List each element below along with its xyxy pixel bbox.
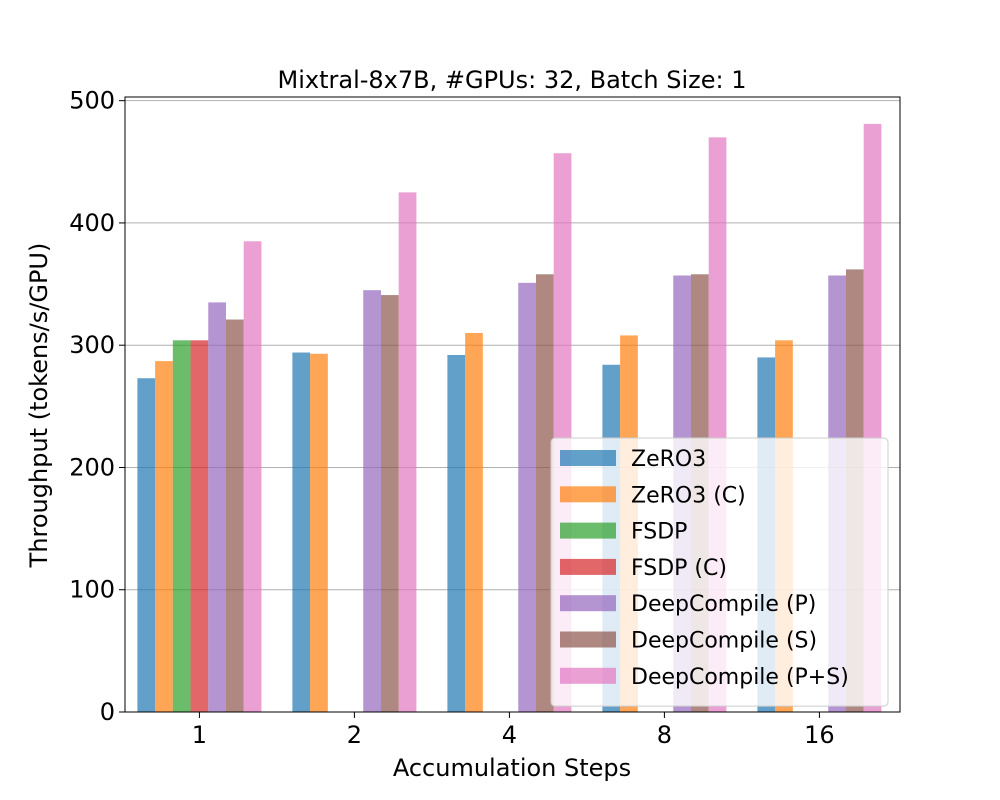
x-axis-title: Accumulation Steps <box>393 754 631 782</box>
legend-label: FSDP (C) <box>631 556 727 581</box>
x-tick-label: 16 <box>804 721 835 749</box>
bar-deepcompile-p-1 <box>208 302 226 712</box>
legend-label: ZeRO3 (C) <box>631 483 746 508</box>
bar-deepcompile-p-s-1 <box>243 241 262 712</box>
legend-label: FSDP <box>631 520 687 545</box>
legend-label: DeepCompile (P) <box>631 592 816 617</box>
legend-label: DeepCompile (S) <box>631 629 817 654</box>
legend-swatch <box>560 595 616 612</box>
x-tick-label: 8 <box>657 721 672 749</box>
legend-swatch <box>560 450 616 466</box>
bar-deepcompile-s-2 <box>380 295 399 712</box>
bar-zero3-1 <box>137 378 156 712</box>
x-tick-label: 1 <box>192 721 207 749</box>
bar-zero3-c-1 <box>155 361 173 712</box>
bar-deepcompile-s-1 <box>225 319 244 712</box>
chart-title: Mixtral-8x7B, #GPUs: 32, Batch Size: 1 <box>278 66 747 94</box>
bar-fsdp-c-1 <box>190 340 209 712</box>
legend-label: DeepCompile (P+S) <box>631 665 849 690</box>
y-tick-label: 200 <box>69 453 115 481</box>
legend-swatch <box>560 631 616 648</box>
bar-fsdp-1 <box>172 340 191 712</box>
legend-swatch <box>560 486 616 503</box>
bar-zero3-4 <box>447 354 466 712</box>
bar-deepcompile-s-4 <box>535 274 554 712</box>
bar-deepcompile-p-2 <box>363 290 381 712</box>
x-tick-label: 4 <box>502 721 517 749</box>
y-tick-label: 100 <box>69 576 115 604</box>
y-tick-label: 400 <box>69 209 115 237</box>
legend-swatch <box>560 667 616 684</box>
x-axis-ticks: 1 2 4 8 16 <box>192 712 835 749</box>
bar-zero3-2 <box>292 352 311 712</box>
bar-deepcompile-p-s-2 <box>398 192 417 712</box>
y-tick-label: 0 <box>100 698 115 726</box>
legend: ZeRO3 ZeRO3 (C) FSDP FSDP (C) DeepCompile (P… <box>550 437 889 707</box>
bar-deepcompile-p-4 <box>518 282 536 712</box>
y-tick-label: 300 <box>69 331 115 359</box>
legend-box <box>550 437 889 707</box>
bar-zero3-c-4 <box>465 332 483 712</box>
y-axis-title: Throughput (tokens/s/GPU) <box>25 243 53 569</box>
legend-swatch <box>560 522 616 539</box>
y-axis-ticks: 0 100 200 300 400 500 <box>69 87 125 726</box>
y-tick-label: 500 <box>69 87 115 115</box>
plot-frame <box>124 96 901 713</box>
legend-label: ZeRO3 <box>631 447 706 472</box>
bar-zero3-c-2 <box>310 353 328 712</box>
legend-swatch <box>560 558 616 575</box>
x-tick-label: 2 <box>347 721 362 749</box>
